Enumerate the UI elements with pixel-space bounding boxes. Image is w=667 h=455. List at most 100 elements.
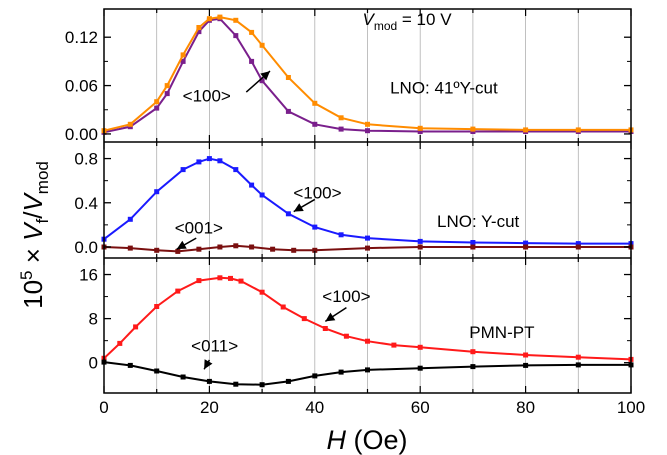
data-point <box>523 127 529 133</box>
data-point <box>417 125 423 131</box>
data-point <box>180 374 186 380</box>
data-point <box>343 333 349 339</box>
y-tick-label: 0.0 <box>74 238 98 257</box>
data-point <box>233 381 239 387</box>
data-point <box>417 238 423 244</box>
data-point <box>417 244 423 250</box>
data-point <box>238 278 244 284</box>
data-point <box>470 364 476 370</box>
data-point <box>154 368 160 374</box>
data-point <box>180 167 186 173</box>
annotation: <011> <box>191 337 238 356</box>
data-point <box>301 316 307 322</box>
x-tick-label: 40 <box>305 398 324 417</box>
data-point <box>196 29 202 35</box>
y-tick-label: 0.00 <box>65 125 98 144</box>
data-point <box>417 129 423 134</box>
data-point <box>470 349 476 355</box>
data-point <box>196 246 202 252</box>
x-tick-label: 20 <box>200 398 219 417</box>
data-point <box>233 243 239 249</box>
data-point <box>338 115 344 121</box>
panel-1: 0.00 0.06 0.12 <100> LNO: 41ºY-cut Vmod = 10 … <box>65 9 634 144</box>
data-point <box>175 248 181 254</box>
data-point <box>470 244 476 250</box>
data-point <box>154 304 160 309</box>
x-axis-label: H (Oe) <box>326 425 407 455</box>
data-point <box>338 126 344 132</box>
x-tick-label: 100 <box>617 398 645 417</box>
data-point <box>523 240 529 246</box>
data-point <box>523 352 529 358</box>
x-tick-label: 60 <box>411 398 430 417</box>
data-point <box>206 156 212 162</box>
annotation: LNO: Y-cut <box>437 212 519 231</box>
data-point <box>180 58 186 64</box>
data-point <box>470 126 476 132</box>
data-point <box>417 365 423 371</box>
y-axis-label: 105 × Vf/Vmod <box>17 161 52 309</box>
data-point <box>285 75 291 80</box>
data-point <box>417 344 423 350</box>
data-point <box>117 340 123 346</box>
series-line <box>103 361 631 386</box>
data-point <box>575 354 581 360</box>
data-point <box>365 128 370 134</box>
data-point <box>154 105 160 111</box>
data-point <box>259 192 265 198</box>
data-point <box>206 16 212 22</box>
data-point <box>338 369 344 375</box>
data-point <box>196 159 202 165</box>
data-point <box>180 52 186 58</box>
data-point <box>175 288 181 294</box>
data-point <box>259 289 265 295</box>
data-point <box>280 304 286 310</box>
data-point <box>206 378 212 384</box>
data-point <box>217 244 223 250</box>
data-point <box>365 338 370 344</box>
data-point <box>196 25 202 30</box>
data-point <box>154 189 160 195</box>
data-point <box>127 362 133 368</box>
data-point <box>228 275 233 281</box>
y-tick-label: 0.06 <box>65 77 98 96</box>
data-point <box>164 83 170 89</box>
data-point <box>365 245 370 251</box>
data-point <box>127 245 133 251</box>
arrow-head <box>260 71 271 81</box>
data-point <box>249 182 255 188</box>
data-point <box>391 342 397 348</box>
y-tick-label: 8 <box>89 310 98 329</box>
data-point <box>523 244 529 250</box>
series-line <box>103 17 631 134</box>
data-point <box>233 167 239 173</box>
plot-frame <box>103 8 632 394</box>
data-point <box>312 100 318 106</box>
arrow-head <box>293 203 304 212</box>
panel-2: 0.0 0.4 0.8 <100> <001> LNO: Y-cut <box>74 142 634 258</box>
data-point <box>575 244 581 250</box>
y-tick-label: 16 <box>79 266 98 285</box>
series-line <box>103 16 631 132</box>
data-point <box>133 324 139 330</box>
data-point <box>285 211 291 217</box>
data-point <box>575 362 581 368</box>
vmod-label: Vmod = 10 V <box>363 10 453 33</box>
x-tick-label: 0 <box>99 398 108 417</box>
annotation: <001> <box>175 219 223 238</box>
data-point <box>217 14 223 20</box>
data-point <box>154 99 160 105</box>
data-point <box>217 275 223 281</box>
data-point <box>365 367 370 373</box>
data-point <box>249 29 255 35</box>
y-tick-label: 0.8 <box>74 150 98 169</box>
annotation: <100> <box>322 287 370 306</box>
annotation: <100> <box>293 183 341 202</box>
data-point <box>127 121 133 127</box>
data-point <box>233 33 239 39</box>
data-point <box>249 244 255 250</box>
data-point <box>127 216 133 222</box>
data-point <box>154 247 160 253</box>
